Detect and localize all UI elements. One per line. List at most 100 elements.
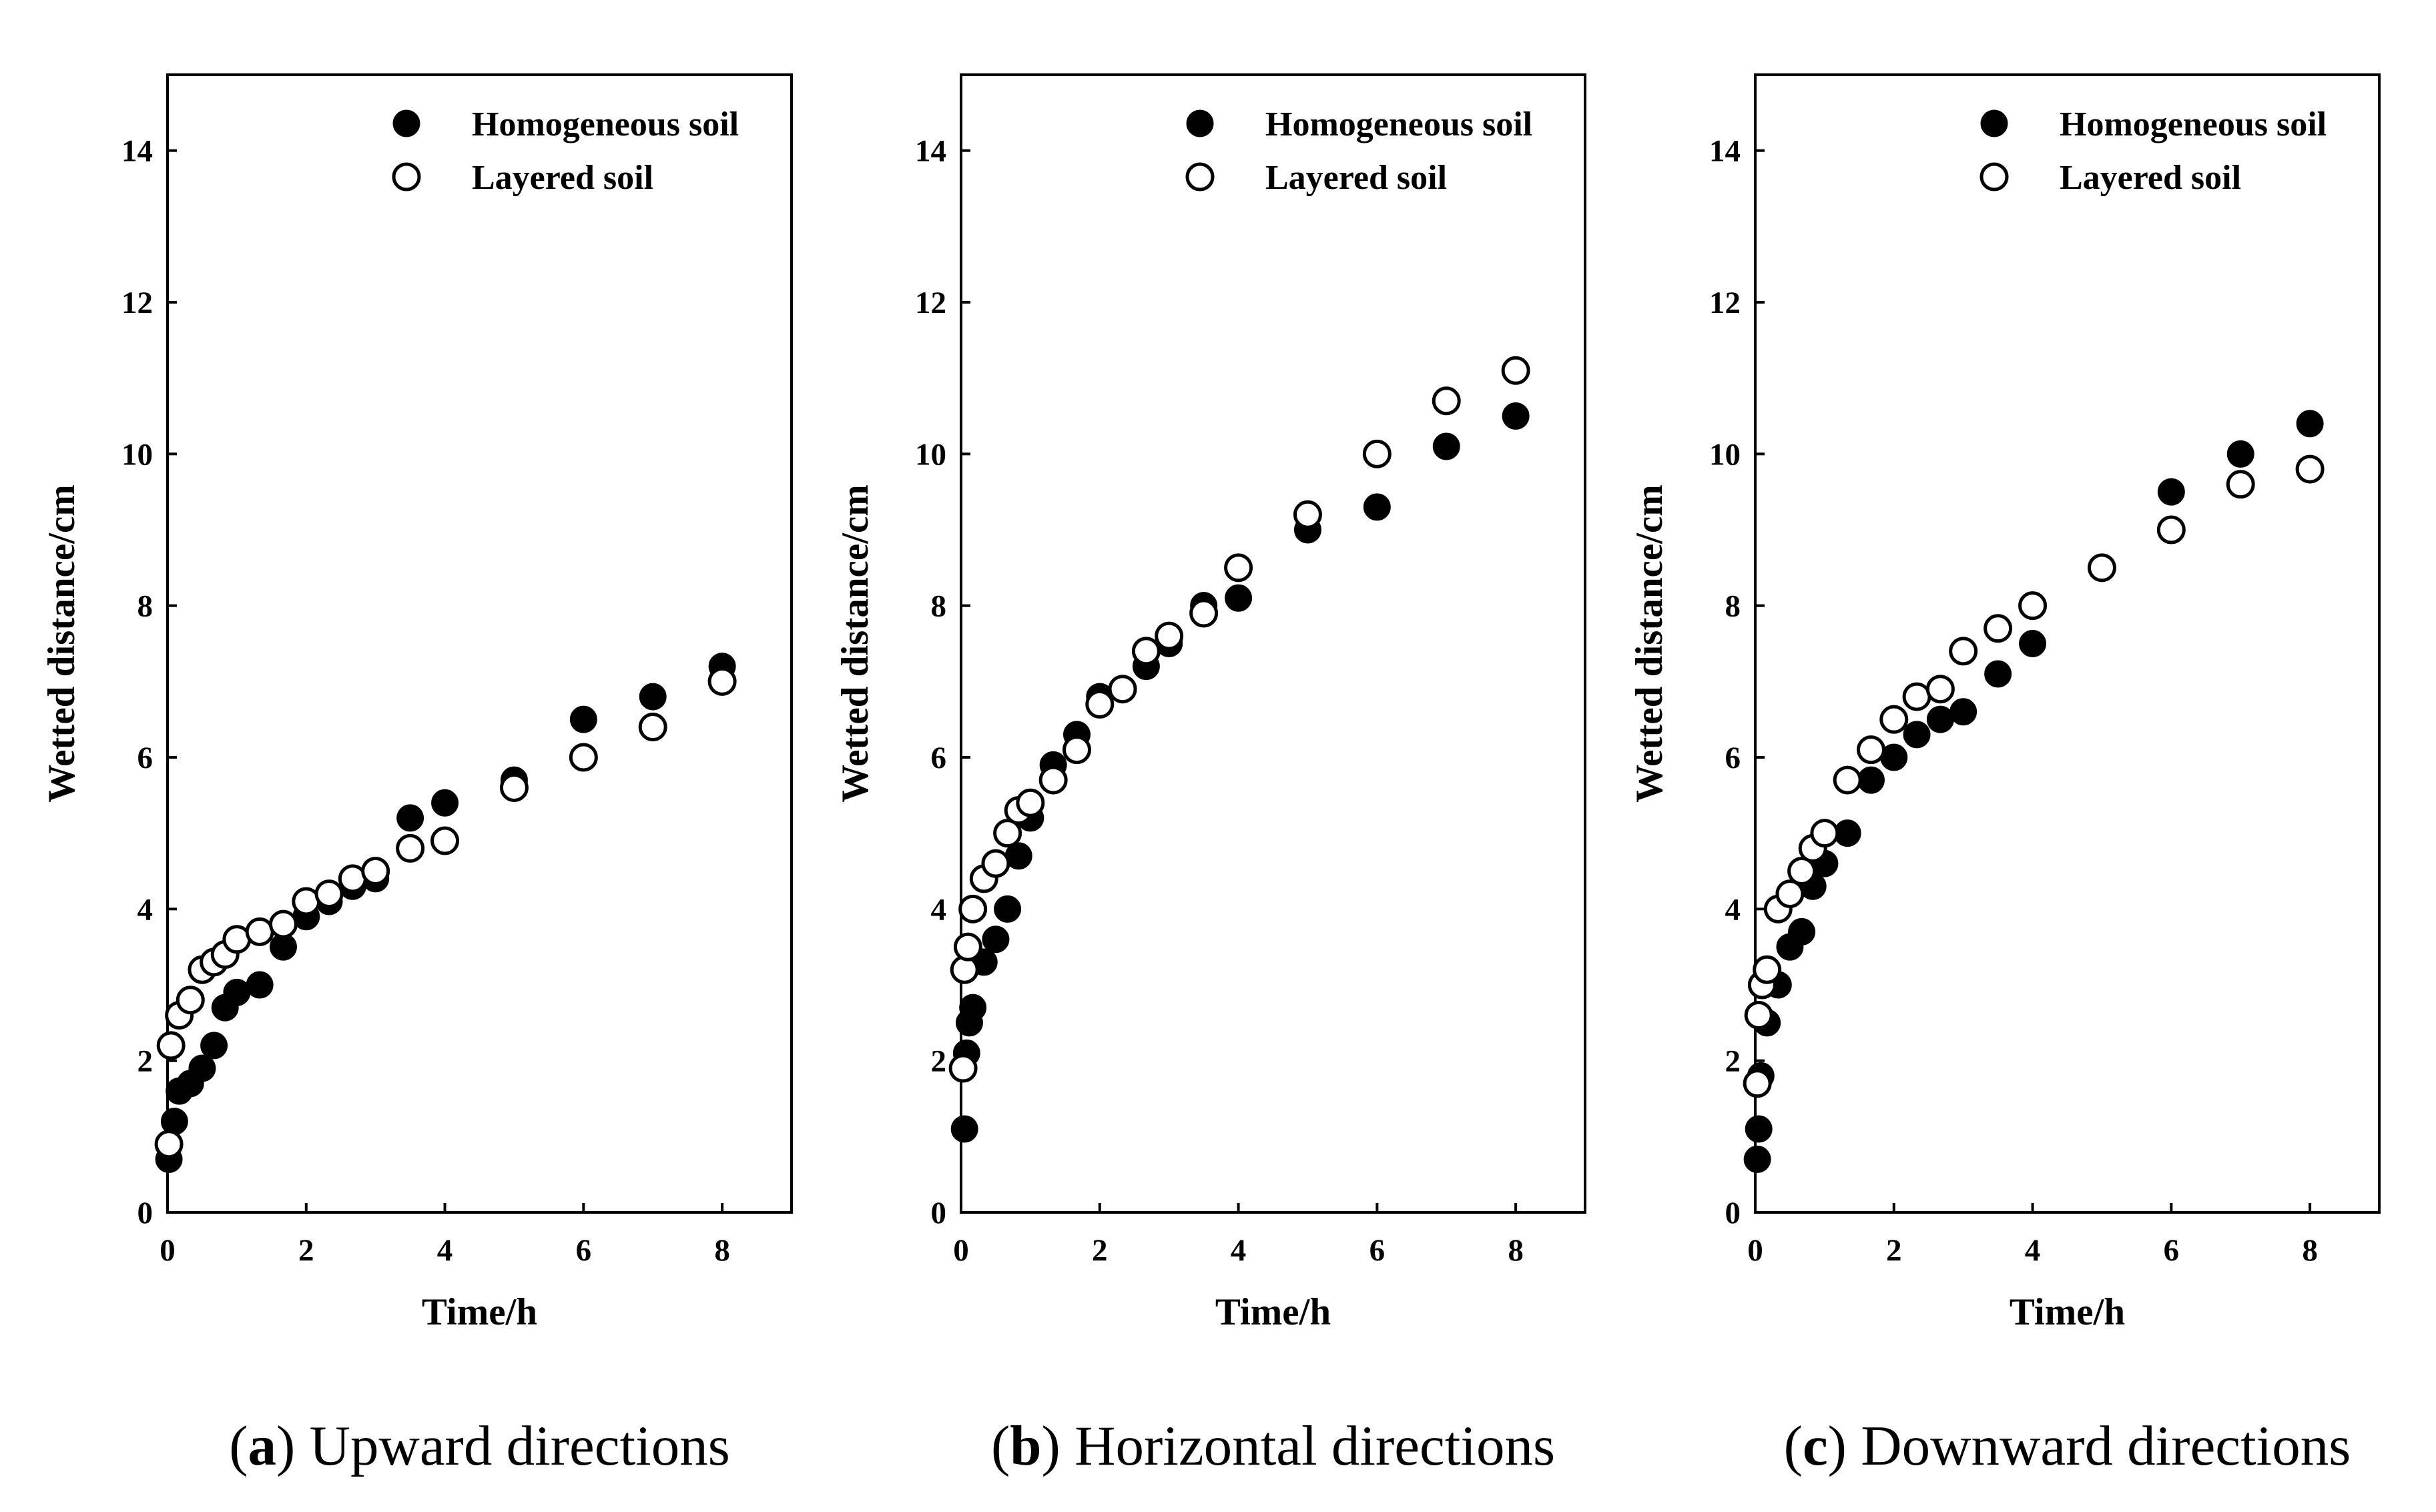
caption-letter: b xyxy=(1010,1415,1041,1477)
data-point-layered xyxy=(1062,735,1091,765)
data-point-layered xyxy=(1189,599,1219,628)
data-point-layered xyxy=(499,773,529,802)
data-point-layered xyxy=(1787,857,1817,885)
data-point-layered xyxy=(156,1031,186,1060)
legend-label-layered: Layered soil xyxy=(472,159,653,197)
data-point-layered xyxy=(1902,682,1931,711)
data-point-layered xyxy=(396,833,425,863)
panel-c: 0 2 4 6 8 10 12 14 0 2 4 6 8 Time/h Wetted distance/cm… xyxy=(1628,73,2381,1477)
legend-marker-layered xyxy=(1980,162,2009,192)
x-tick-label: 0 xyxy=(953,1233,969,1268)
caption-text: ) Downward directions xyxy=(1828,1415,2351,1477)
data-point-layered xyxy=(2226,470,2255,499)
y-tick-label: 8 xyxy=(137,589,154,624)
data-point-homogeneous xyxy=(431,789,459,817)
data-point-homogeneous xyxy=(1926,705,1954,733)
legend-label-homogeneous: Homogeneous soil xyxy=(1265,105,1532,143)
data-point-homogeneous xyxy=(246,971,274,999)
data-point-layered xyxy=(1131,637,1161,666)
data-point-homogeneous xyxy=(1745,1115,1773,1143)
x-tick-label: 8 xyxy=(2302,1233,2318,1268)
data-point-layered xyxy=(1753,955,1782,984)
data-point-layered xyxy=(314,879,344,909)
caption-text: ) Upward directions xyxy=(276,1415,730,1477)
x-tick-label: 4 xyxy=(437,1233,453,1268)
x-tick-label: 4 xyxy=(1231,1233,1247,1268)
data-point-layered xyxy=(2087,553,2116,583)
data-point-layered xyxy=(1362,439,1392,468)
x-axis-title: Time/h xyxy=(422,1291,537,1333)
y-tick-label: 14 xyxy=(1709,134,1741,169)
data-point-layered xyxy=(1038,765,1068,795)
y-tick-label: 4 xyxy=(137,892,154,927)
data-point-homogeneous xyxy=(982,925,1010,954)
data-point-layered xyxy=(953,932,982,962)
data-point-layered xyxy=(1775,879,1805,909)
data-point-homogeneous xyxy=(959,994,987,1022)
legend-marker-homogeneous xyxy=(1980,109,2008,137)
data-point-homogeneous xyxy=(1857,766,1885,794)
data-point-layered xyxy=(638,713,667,742)
data-point-layered xyxy=(1085,689,1115,719)
data-point-layered xyxy=(993,819,1022,848)
panel-caption: (a) Upward directions xyxy=(229,1415,730,1477)
data-point-layered xyxy=(1743,1069,1772,1098)
legend-label-homogeneous: Homogeneous soil xyxy=(472,105,739,143)
x-tick-label: 2 xyxy=(1092,1233,1108,1268)
data-point-layered xyxy=(2295,454,2325,484)
data-point-homogeneous xyxy=(1949,698,1977,726)
data-point-layered xyxy=(361,857,390,885)
x-tick-label: 6 xyxy=(2164,1233,2180,1268)
data-point-layered xyxy=(176,986,205,1015)
data-point-layered xyxy=(948,1054,978,1083)
x-tick-label: 0 xyxy=(1747,1233,1763,1268)
plot-frame xyxy=(166,73,793,1214)
data-point-layered xyxy=(1501,356,1530,385)
x-tick-label: 6 xyxy=(576,1233,592,1268)
y-tick-label: 10 xyxy=(915,437,946,472)
caption-letter: c xyxy=(1803,1415,1828,1477)
caption-open-paren: ( xyxy=(991,1415,1010,1477)
y-tick-label: 8 xyxy=(1725,589,1741,624)
caption-letter: a xyxy=(248,1415,277,1477)
data-point-layered xyxy=(1984,614,2013,643)
data-point-layered xyxy=(154,1130,184,1159)
x-tick-label: 4 xyxy=(2025,1233,2041,1268)
plot-frame xyxy=(960,73,1586,1214)
y-tick-label: 4 xyxy=(1725,892,1741,927)
data-point-homogeneous xyxy=(2019,630,2047,657)
y-tick-label: 10 xyxy=(121,437,153,472)
data-point-layered xyxy=(1108,675,1137,704)
y-tick-label: 14 xyxy=(915,134,946,169)
y-tick-label: 12 xyxy=(121,286,153,320)
data-point-homogeneous xyxy=(396,804,424,832)
data-point-layered xyxy=(1744,1000,1773,1030)
x-tick-label: 2 xyxy=(1886,1233,1902,1268)
caption-open-paren: ( xyxy=(1784,1415,1803,1477)
data-point-layered xyxy=(1879,705,1909,734)
data-point-layered xyxy=(1155,621,1184,651)
data-point-layered xyxy=(1016,788,1045,817)
data-point-homogeneous xyxy=(2296,410,2324,438)
plot-frame xyxy=(1754,73,2381,1214)
y-tick-label: 2 xyxy=(137,1044,154,1079)
data-point-layered xyxy=(1293,500,1322,529)
data-point-homogeneous xyxy=(223,978,251,1006)
x-tick-label: 8 xyxy=(714,1233,730,1268)
data-point-homogeneous xyxy=(1743,1145,1771,1173)
panel-b: 0 2 4 6 8 10 12 14 0 2 4 6 8 Time/h Wetted distance/cm… xyxy=(834,73,1586,1477)
data-point-layered xyxy=(245,917,274,946)
data-point-layered xyxy=(2018,591,2048,621)
data-point-layered xyxy=(2156,515,2186,544)
y-tick-label: 0 xyxy=(1725,1196,1741,1230)
legend-marker-layered xyxy=(392,162,421,192)
data-point-layered xyxy=(268,909,298,939)
x-tick-label: 6 xyxy=(1369,1233,1386,1268)
data-point-homogeneous xyxy=(1502,402,1530,430)
data-point-layered xyxy=(1224,553,1253,583)
data-point-layered xyxy=(1833,765,1862,795)
y-tick-label: 10 xyxy=(1709,437,1741,472)
y-tick-label: 2 xyxy=(931,1044,947,1079)
legend-label-layered: Layered soil xyxy=(2060,159,2241,197)
